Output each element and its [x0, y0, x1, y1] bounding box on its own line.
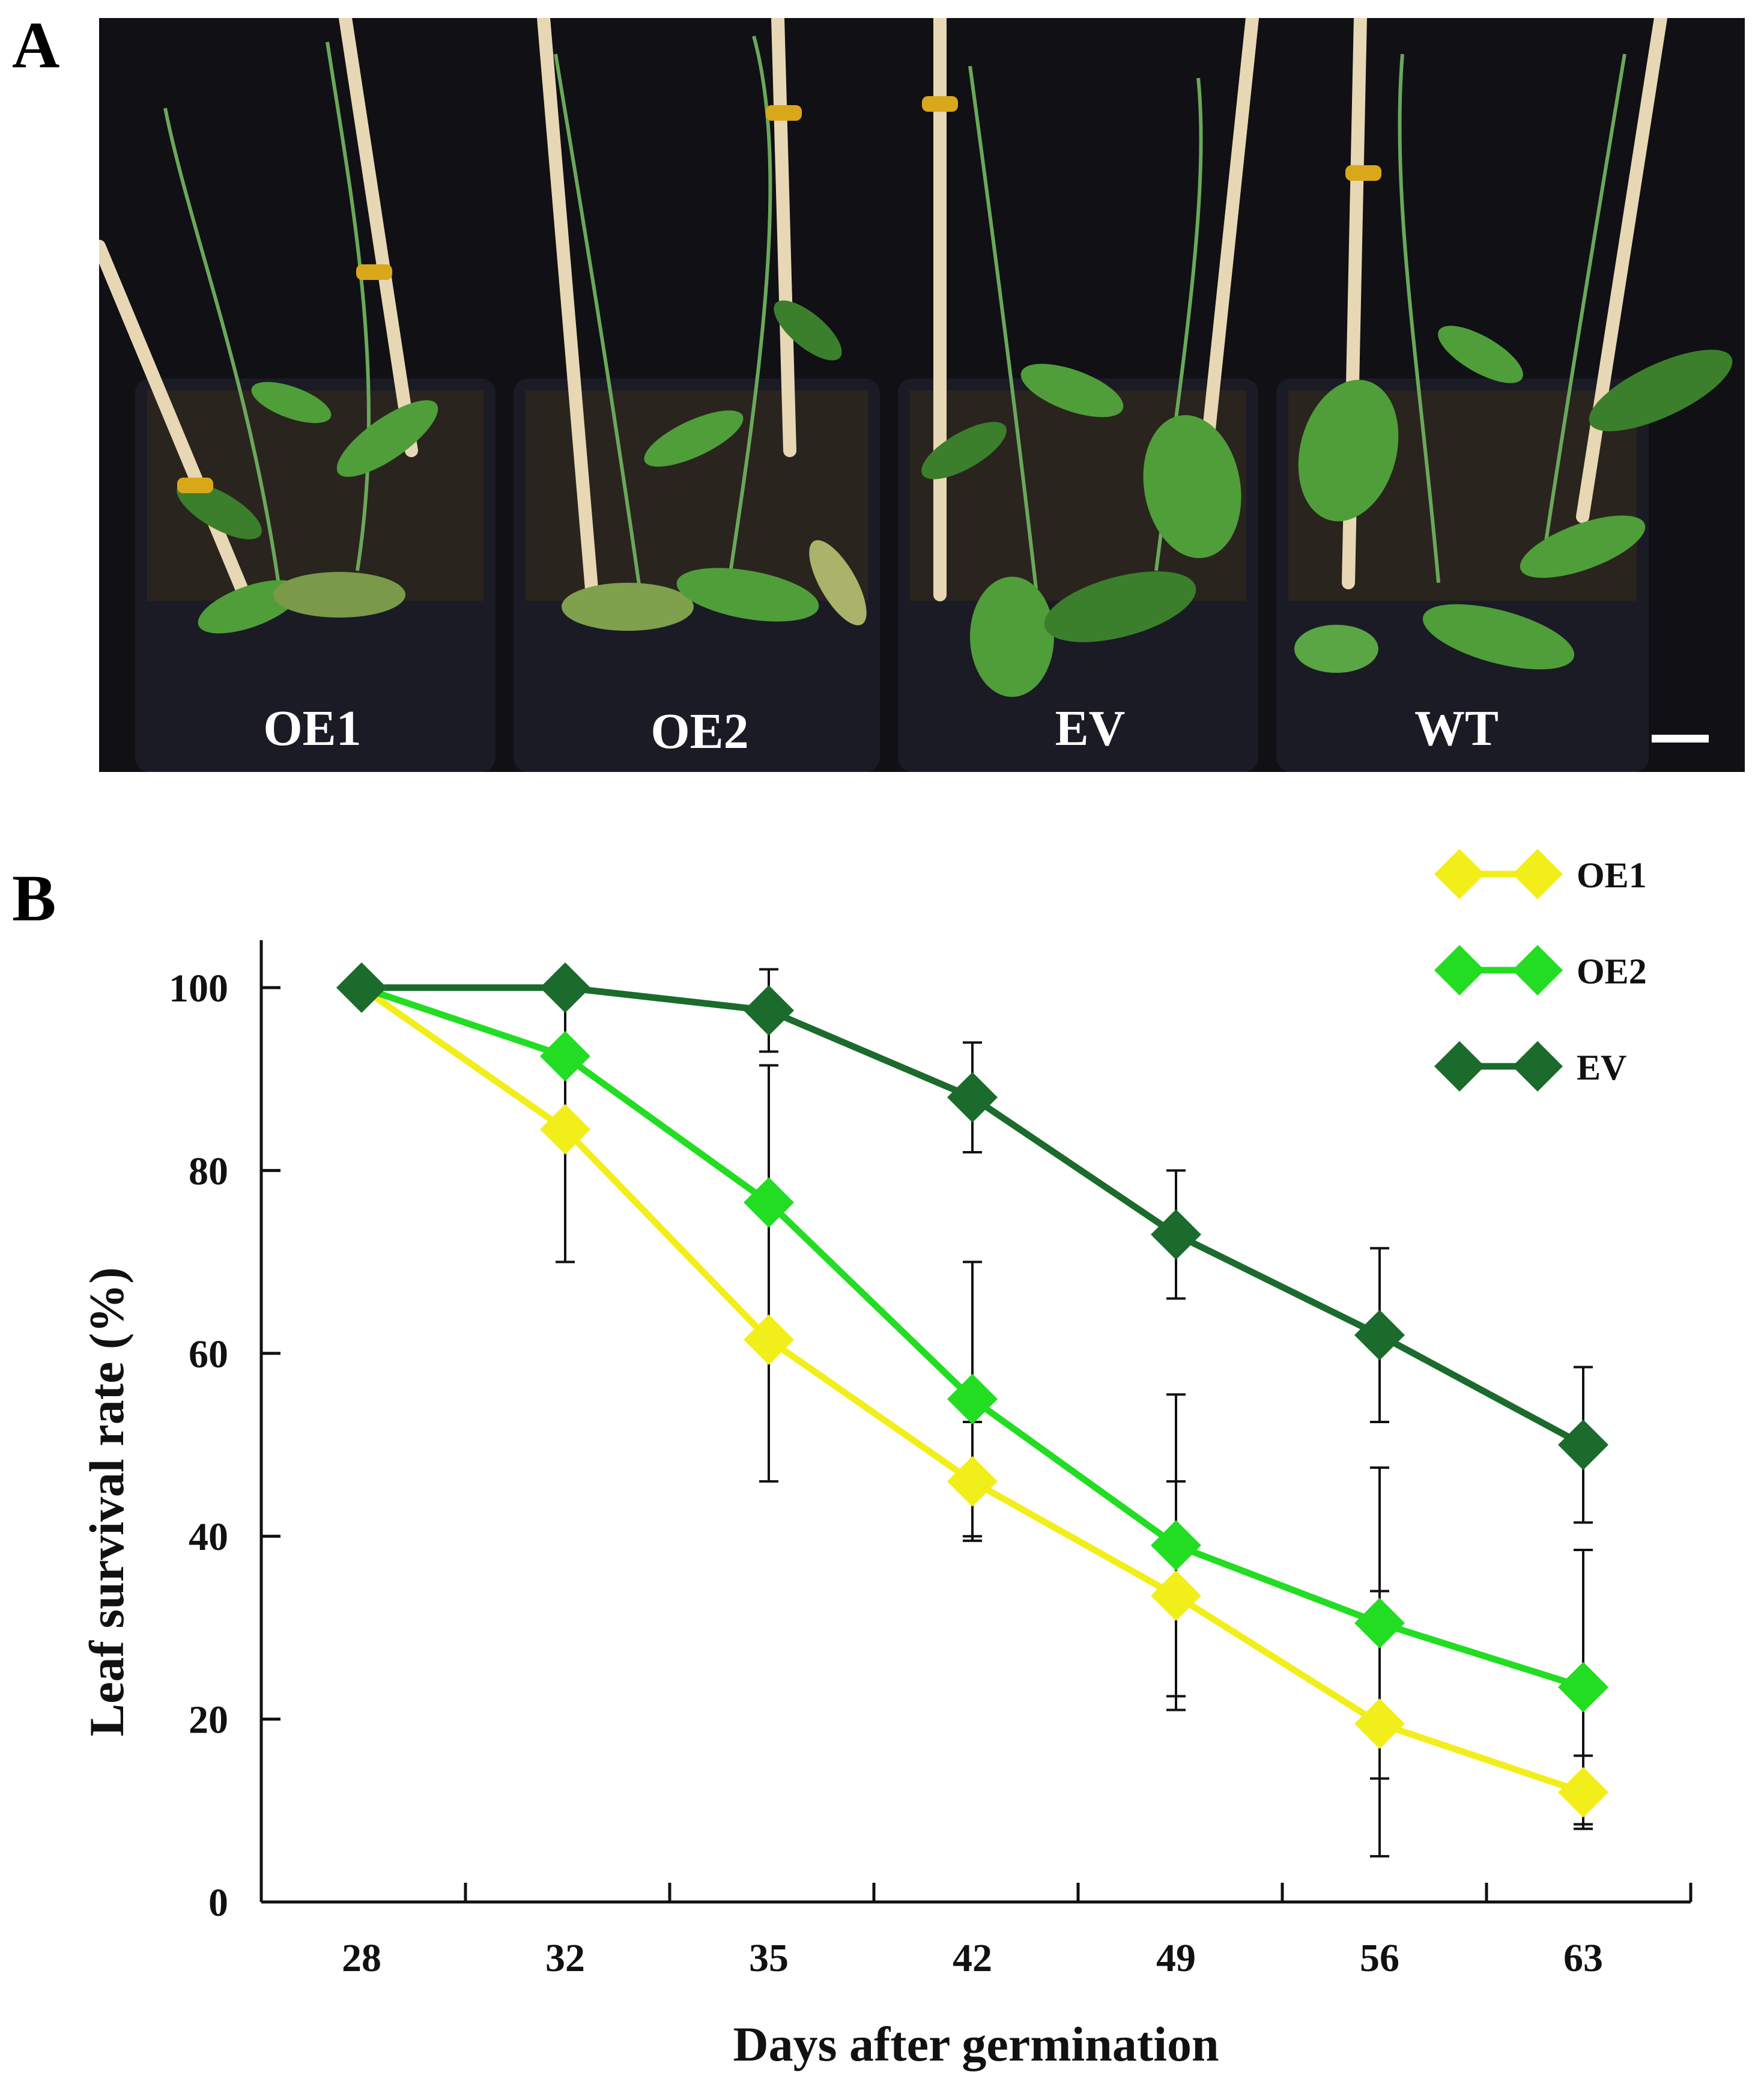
y-tick-label: 40 [189, 1515, 228, 1559]
marker-ev [540, 962, 590, 1013]
marker-oe2 [1354, 1597, 1405, 1648]
legend-label-oe2: OE2 [1577, 952, 1647, 991]
y-tick-label: 100 [169, 967, 228, 1010]
marker-ev [336, 962, 387, 1013]
legend-marker [1434, 1041, 1485, 1092]
x-tick-label: 56 [1360, 1936, 1399, 1980]
x-tick-label: 32 [545, 1936, 585, 1980]
stakes [99, 18, 1667, 613]
y-tick-label: 60 [189, 1332, 228, 1376]
series-markers [336, 962, 1608, 1818]
x-axis-title: Days after germination [733, 2017, 1219, 2071]
marker-ev [1151, 1209, 1201, 1260]
y-tick-label: 0 [208, 1881, 228, 1925]
pot-label-wt: WT [1414, 700, 1499, 756]
x-tick-label: 35 [749, 1936, 789, 1980]
legend-marker [1512, 1041, 1563, 1092]
marker-oe2 [540, 1031, 590, 1082]
legend-marker [1434, 945, 1485, 995]
marker-oe1 [1151, 1570, 1201, 1621]
pot-label-ev: EV [1055, 700, 1126, 756]
axes [259, 940, 1691, 1904]
y-tick-label: 80 [189, 1149, 228, 1193]
error-bars [556, 968, 1593, 1858]
legend-marker [1512, 849, 1563, 899]
marker-oe2 [744, 1177, 794, 1228]
marker-ev [1558, 1420, 1608, 1470]
x-tick-label: 42 [953, 1936, 992, 1980]
y-ticks: 0 20 40 60 80 100 [169, 967, 280, 1925]
legend: OE1 OE2 EV [1434, 849, 1647, 1092]
y-tick-label: 20 [189, 1698, 228, 1742]
marker-oe2 [1151, 1520, 1201, 1571]
legend-marker [1512, 945, 1563, 995]
scale-bar [1652, 735, 1709, 743]
x-tick-label: 63 [1563, 1936, 1603, 1980]
marker-oe1 [1558, 1767, 1608, 1818]
marker-ev [1354, 1310, 1405, 1361]
legend-label-ev: EV [1577, 1048, 1626, 1087]
marker-oe1 [947, 1456, 998, 1507]
pot-label-oe1: OE1 [263, 700, 361, 756]
panel-a-label: A [12, 8, 60, 82]
y-axis-title: Leaf survival rate (%) [79, 1267, 134, 1736]
plant-photo: OE1 OE2 EV WT [99, 18, 1745, 772]
marker-ev [947, 1072, 998, 1123]
marker-oe1 [1354, 1698, 1405, 1749]
legend-marker [1434, 849, 1485, 899]
legend-label-oe1: OE1 [1577, 855, 1647, 895]
clips [177, 96, 1381, 493]
leaves [177, 300, 1733, 697]
marker-oe1 [744, 1314, 794, 1365]
survival-chart: 28 32 35 42 49 56 63 0 20 40 60 80 100 Days after g… [79, 849, 1693, 2071]
marker-oe2 [1558, 1662, 1608, 1713]
x-tick-label: 28 [342, 1936, 381, 1980]
panel-b-label: B [12, 861, 56, 935]
x-tick-label: 49 [1156, 1936, 1196, 1980]
x-ticks: 28 32 35 42 49 56 63 [342, 1883, 1693, 1980]
marker-ev [744, 985, 794, 1036]
pot-label-oe2: OE2 [650, 703, 748, 759]
marker-oe2 [947, 1373, 998, 1424]
marker-oe1 [540, 1104, 590, 1155]
